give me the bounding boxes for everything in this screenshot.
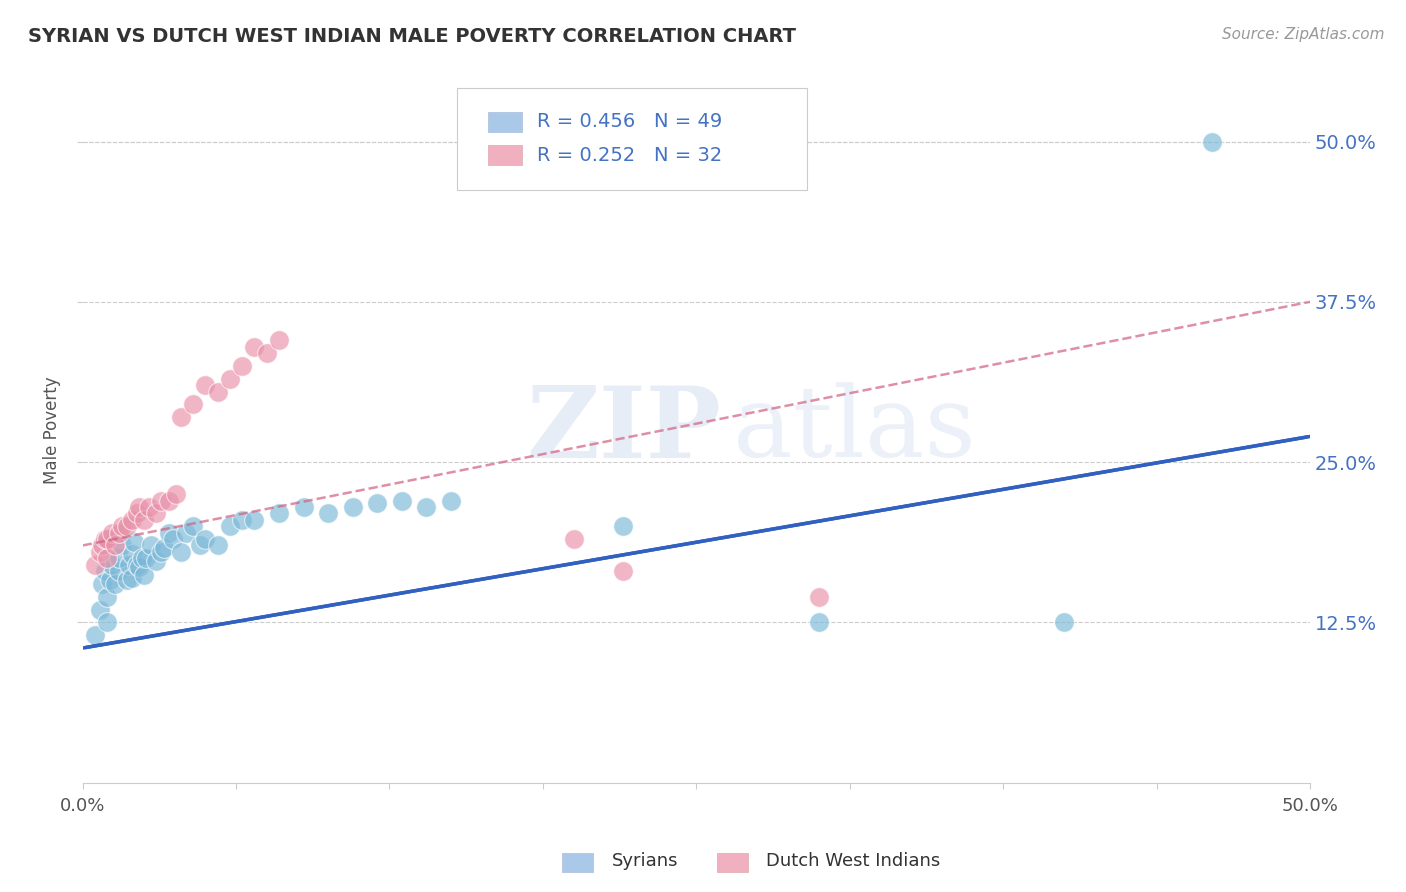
Text: SYRIAN VS DUTCH WEST INDIAN MALE POVERTY CORRELATION CHART: SYRIAN VS DUTCH WEST INDIAN MALE POVERTY… [28, 27, 796, 45]
Point [267, 334, 290, 348]
Point [84, 628, 107, 642]
Point [115, 519, 138, 533]
Point [1201, 135, 1223, 149]
Point [207, 384, 229, 399]
Point [96, 532, 118, 546]
Text: ZIP: ZIP [526, 382, 721, 478]
Point [267, 507, 290, 521]
Point [256, 346, 278, 360]
Point [84, 558, 107, 572]
FancyBboxPatch shape [488, 145, 522, 165]
Point [162, 532, 184, 546]
Text: atlas: atlas [733, 382, 976, 478]
Point [103, 577, 125, 591]
Point [89, 602, 111, 616]
Point [157, 493, 180, 508]
Point [145, 507, 167, 521]
Point [98, 573, 121, 587]
Point [122, 534, 145, 549]
Point [145, 554, 167, 568]
Text: R = 0.252   N = 32: R = 0.252 N = 32 [537, 145, 723, 164]
Point [96, 615, 118, 630]
Text: Syrians: Syrians [612, 852, 678, 870]
Text: R = 0.456   N = 49: R = 0.456 N = 49 [537, 112, 723, 131]
Point [165, 487, 187, 501]
Point [96, 590, 118, 604]
Point [190, 538, 212, 552]
FancyBboxPatch shape [457, 88, 807, 190]
Point [103, 538, 125, 552]
Point [181, 397, 204, 411]
Point [121, 513, 143, 527]
Point [108, 551, 131, 566]
Point [219, 372, 242, 386]
Point [1053, 615, 1076, 630]
Y-axis label: Male Poverty: Male Poverty [44, 376, 60, 483]
Point [194, 378, 217, 392]
Point [128, 500, 150, 514]
Point [111, 519, 134, 533]
Point [91, 577, 114, 591]
Point [174, 525, 197, 540]
Point [391, 493, 413, 508]
Point [219, 519, 242, 533]
Point [96, 551, 118, 566]
Point [118, 558, 141, 572]
Point [194, 532, 217, 546]
Text: Source: ZipAtlas.com: Source: ZipAtlas.com [1222, 27, 1385, 42]
Point [231, 513, 253, 527]
Point [562, 532, 585, 546]
Point [131, 551, 153, 566]
Point [121, 570, 143, 584]
Point [150, 545, 173, 559]
Point [132, 568, 155, 582]
Point [150, 493, 173, 508]
Point [89, 545, 111, 559]
Point [135, 551, 157, 566]
Point [808, 590, 831, 604]
FancyBboxPatch shape [488, 112, 522, 132]
Point [111, 538, 134, 552]
Point [181, 519, 204, 533]
Point [115, 573, 138, 587]
Point [170, 545, 193, 559]
Point [125, 507, 148, 521]
Point [121, 548, 143, 562]
Point [141, 538, 163, 552]
Point [125, 558, 148, 572]
Point [128, 560, 150, 574]
Point [101, 525, 124, 540]
Point [243, 513, 266, 527]
Point [93, 564, 115, 578]
Point [612, 564, 634, 578]
Point [207, 538, 229, 552]
Point [292, 500, 315, 514]
Point [108, 525, 131, 540]
Point [366, 496, 388, 510]
Point [157, 525, 180, 540]
Point [808, 615, 831, 630]
Point [170, 410, 193, 425]
Point [138, 500, 160, 514]
Point [91, 538, 114, 552]
Point [342, 500, 364, 514]
Point [93, 532, 115, 546]
Point [152, 541, 174, 555]
Point [612, 519, 634, 533]
Point [316, 507, 339, 521]
Point [101, 558, 124, 572]
Point [108, 564, 131, 578]
Point [132, 513, 155, 527]
Point [243, 340, 266, 354]
Text: Dutch West Indians: Dutch West Indians [766, 852, 941, 870]
Point [440, 493, 463, 508]
Point [231, 359, 253, 373]
Point [415, 500, 437, 514]
